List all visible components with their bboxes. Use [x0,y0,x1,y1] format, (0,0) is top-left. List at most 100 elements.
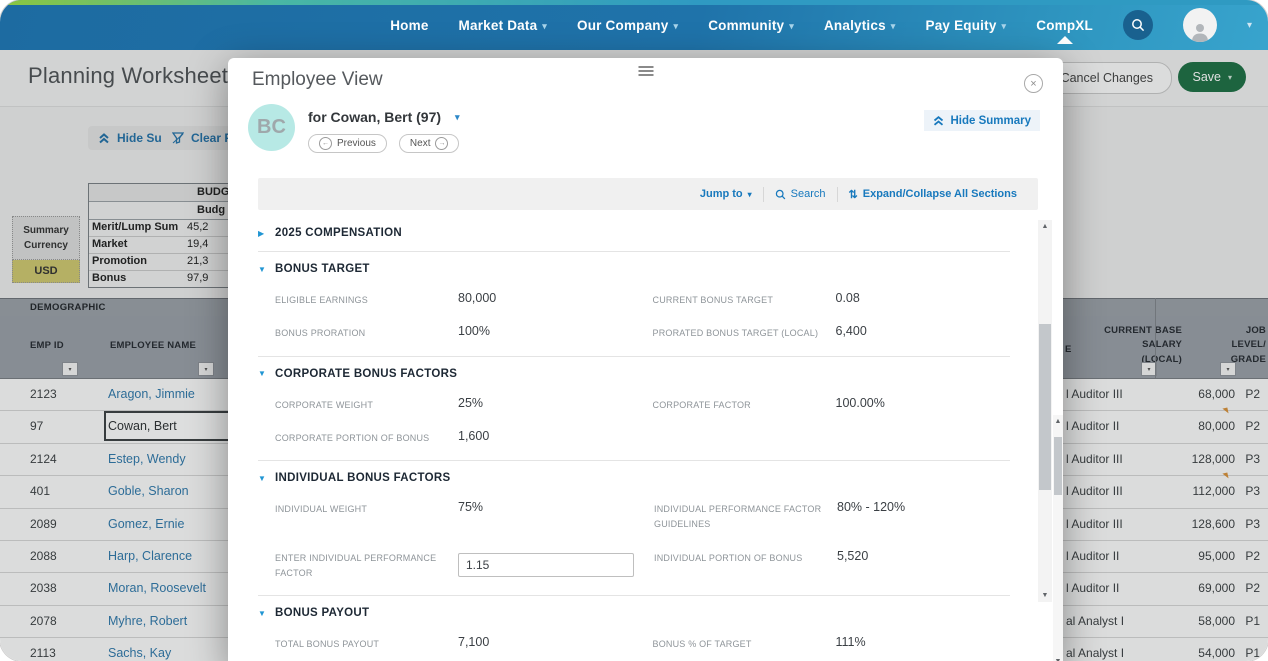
individual-performance-factor-input[interactable] [458,552,634,577]
nav-item-our-company[interactable]: Our Company ▾ [577,17,679,33]
field: CORPORATE FACTOR 100.00% [652,395,885,410]
person-icon [1191,24,1208,42]
expand-collapse-all-button[interactable]: ⇅ Expand/Collapse All Sections [848,188,1017,201]
arrow-left-icon: ← [319,137,332,150]
budget-subheader-row: Budg [89,202,239,220]
filter-dropdown[interactable]: ▾ [1141,362,1157,376]
budget-row: Promotion 21,3 [89,254,239,271]
nav-item-home[interactable]: Home [390,17,429,33]
field: ENTER INDIVIDUAL PERFORMANCE FACTOR [275,548,634,582]
section-header[interactable]: ▼ BONUS TARGET [258,263,370,275]
employee-link[interactable]: Aragon, Jimmie [108,387,195,401]
filter-dropdown[interactable]: ▾ [198,362,214,376]
field: ELIGIBLE EARNINGS 80,000 [275,291,497,305]
column-divider [1155,298,1156,378]
user-avatar[interactable] [1182,8,1217,42]
search-button[interactable] [1122,10,1153,40]
budget-row: Bonus 97,9 [92,272,209,284]
col-header-base-salary: CURRENT BASE SALARY (LOCAL) [1104,325,1182,365]
nav-item-community[interactable]: Community ▾ [708,17,794,33]
next-button[interactable]: Next → [398,134,460,153]
triangle-right-icon: ▶ [258,228,265,238]
nav-item-pay-equity[interactable]: Pay Equity ▾ [925,17,1007,33]
budget-row: Merit/Lump Sum 45,2 [89,220,239,237]
field: CURRENT BONUS TARGET 0.08 [652,291,860,305]
employee-view-modal: Employee View × BC for Cowan, Bert (97) … [228,58,1063,661]
nav-item-analytics[interactable]: Analytics ▾ [823,17,896,33]
content-scrollbar[interactable]: ▲ ▼ [1038,220,1052,602]
section-header[interactable]: ▼ BONUS PAYOUT [258,607,370,620]
jump-to-dropdown[interactable]: Jump to ▾ [699,188,752,200]
toolbar-divider [836,186,838,202]
scrollbar-thumb[interactable] [1039,324,1051,490]
chevron-down-icon: ▾ [747,189,752,199]
arrow-right-icon: → [435,137,449,150]
employee-link[interactable]: Cowan, Bert [108,419,177,434]
col-header-job-level-grade: JOB LEVEL/ GRADE [1230,325,1266,365]
field: BONUS % OF TARGET 111% [652,635,866,650]
field: INDIVIDUAL WEIGHT 75% [275,500,484,515]
top-navbar: Home Market Data ▾ Our Company ▾ Community… [0,0,1268,50]
field: CORPORATE PORTION OF BONUS 1,600 [275,428,490,443]
chevron-down-icon: ▾ [542,20,547,31]
chevron-double-up-icon [99,132,109,143]
filter-icon [172,132,184,144]
employee-link[interactable]: Estep, Wendy [108,451,186,466]
page-title: Planning Worksheet [28,63,229,88]
field: BONUS PRORATION 100% [275,324,490,339]
summary-currency-value[interactable]: USD [12,260,80,283]
modal-scrollbar[interactable]: ▲ ▼ [1053,415,1063,661]
section-2025-compensation: ▶ 2025 COMPENSATION [258,216,1010,252]
filter-dropdown[interactable]: ▾ [62,362,78,376]
summary-currency-panel: Summary Currency USD [12,216,80,283]
section-bonus-payout: ▼ BONUS PAYOUT TOTAL BONUS PAYOUT 7,100 … [258,596,1010,661]
budget-header-row: BUDGE [89,184,239,202]
nav-item-market-data[interactable]: Market Data ▾ [458,17,547,33]
up-down-arrows-icon: ⇅ [848,188,858,201]
save-button[interactable]: Save ▾ [1178,62,1246,92]
scrollbar-thumb[interactable] [1054,437,1062,495]
scroll-up-icon[interactable]: ▲ [1041,223,1049,230]
section-header[interactable]: ▼ CORPORATE BONUS FACTORS [258,367,458,380]
employee-link[interactable]: Goble, Sharon [108,484,189,499]
nav-more-caret-icon[interactable]: ▾ [1246,19,1252,31]
modal-hide-summary-button[interactable]: Hide Summary [924,110,1040,131]
scroll-up-icon[interactable]: ▲ [1054,418,1062,425]
employee-link[interactable]: Moran, Roosevelt [108,581,206,596]
drag-handle-icon[interactable] [638,64,653,78]
employee-link[interactable]: Myhre, Robert [108,613,188,628]
chevron-down-icon: ▾ [455,111,460,122]
employee-link[interactable]: Harp, Clarence [108,548,193,563]
chevron-down-icon: ▾ [673,20,679,31]
employee-link[interactable]: Gomez, Ernie [108,516,185,531]
employee-link[interactable]: Sachs, Kay [108,646,172,661]
chevron-down-icon: ▾ [1001,20,1007,31]
field: PRORATED BONUS TARGET (LOCAL) 6,400 [652,324,867,339]
budget-summary-table: BUDGE Budg Merit/Lump Sum 45,2 Market 19… [88,183,240,288]
modal-title: Employee View [252,69,383,90]
nav-item-compxl[interactable]: CompXL [1036,18,1093,44]
search-icon [775,189,786,199]
employee-name-row[interactable]: for Cowan, Bert (97) ▾ [308,109,460,125]
employee-header: BC for Cowan, Bert (97) ▾ ← Previous Nex… [248,104,460,153]
triangle-down-icon: ▼ [258,369,266,379]
modal-search-button[interactable]: Search [764,188,837,200]
scroll-down-icon[interactable]: ▼ [1053,658,1063,661]
save-caret-icon: ▾ [1227,72,1232,82]
modal-toolbar: Jump to ▾ Search ⇅ Expand/Collapse All S… [258,178,1038,210]
triangle-down-icon: ▼ [258,473,266,483]
chevron-double-up-icon [934,115,944,125]
section-header[interactable]: ▼ INDIVIDUAL BONUS FACTORS [258,472,451,485]
close-icon[interactable]: × [1024,74,1043,93]
scroll-down-icon[interactable]: ▼ [1041,592,1049,599]
employee-avatar: BC [248,104,295,151]
field: INDIVIDUAL PERFORMANCE FACTOR GUIDELINES… [654,500,906,530]
filter-dropdown[interactable]: ▾ [1220,362,1236,376]
toolbar-divider [762,186,764,202]
triangle-down-icon: ▼ [258,264,266,274]
search-icon [1132,19,1145,32]
col-header-job-title-partial: E [1065,344,1072,355]
section-header[interactable]: ▶ 2025 COMPENSATION [258,227,402,239]
previous-button[interactable]: ← Previous [308,134,387,153]
field-empty [653,428,1011,446]
